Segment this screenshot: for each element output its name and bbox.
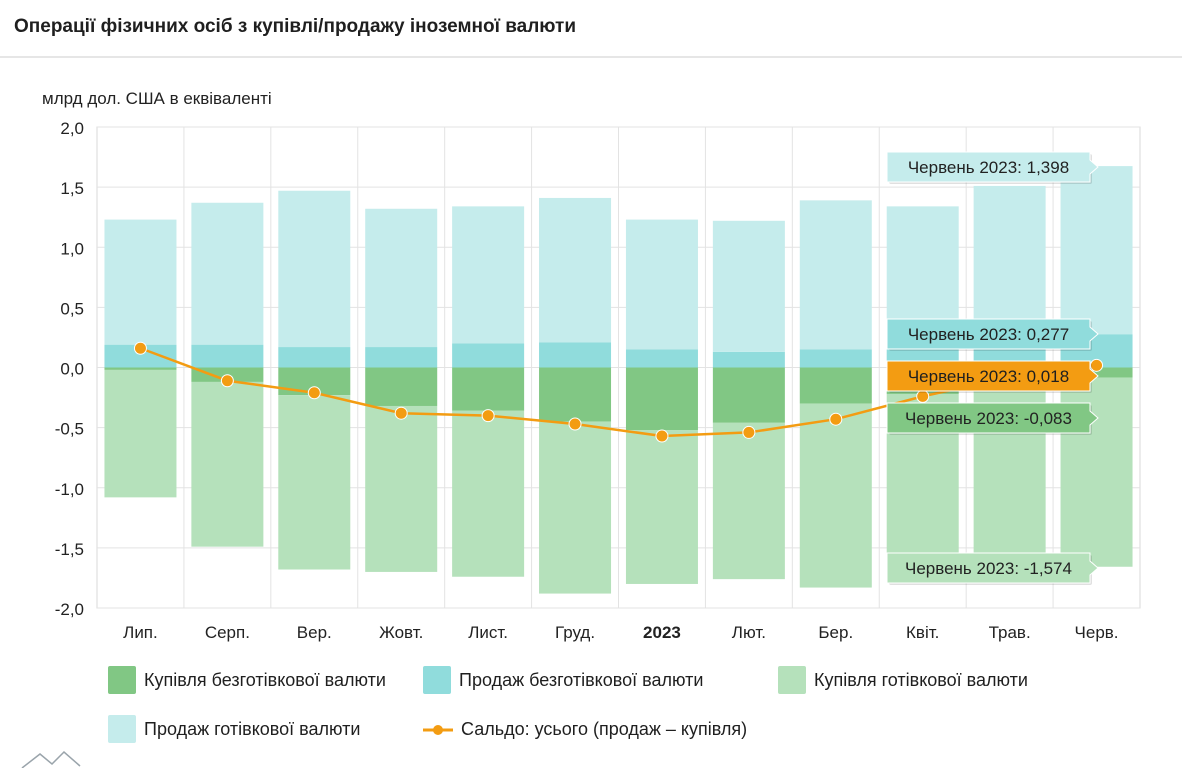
bar-продаж-готівкової-валюти xyxy=(799,200,872,350)
page-title: Операції фізичних осіб з купівлі/продажу… xyxy=(14,16,577,37)
y-tick-label: -1,0 xyxy=(55,480,84,499)
legend-label-buy-cash: Купівля готівкової валюти xyxy=(814,669,1028,690)
y-tick-label: -2,0 xyxy=(55,600,84,619)
bar-продаж-готівкової-валюти xyxy=(625,219,698,350)
tooltip-label: Червень 2023: -1,574 xyxy=(905,559,1072,578)
balance-point xyxy=(829,412,843,426)
tooltip-label: Червень 2023: -0,083 xyxy=(905,409,1072,428)
balance-point xyxy=(742,425,756,439)
legend-item-sell-cash[interactable]: Продаж готівкової валюти xyxy=(108,715,360,743)
legend-swatch-sell-cash xyxy=(108,715,136,743)
bar-купівля-готівкової-валюти xyxy=(452,410,525,577)
legend-label-balance: Сальдо: усього (продаж – купівля) xyxy=(461,719,748,739)
balance-point xyxy=(394,406,408,420)
bar-продаж-безготівкової-валюти xyxy=(104,344,177,368)
bar-купівля-готівкової-валюти xyxy=(191,381,264,547)
y-tick-label: -0,5 xyxy=(55,420,84,439)
balance-point xyxy=(1090,358,1104,372)
tooltip-box xyxy=(886,318,1099,350)
legend-line-icon xyxy=(423,724,453,735)
legend-swatch-buy-cashless xyxy=(108,666,136,694)
bar-продаж-безготівкової-валюти xyxy=(278,347,351,368)
tooltip-box xyxy=(886,402,1099,434)
y-tick-label: -1,5 xyxy=(55,540,84,559)
mountain-logo-icon xyxy=(21,750,81,768)
bar-продаж-безготівкової-валюти xyxy=(365,347,438,368)
tooltip-label: Червень 2023: 0,277 xyxy=(908,325,1069,344)
x-tick-label: Лип. xyxy=(123,623,158,642)
bar-продаж-безготівкової-валюти xyxy=(191,344,264,368)
legend-label-sell-cash: Продаж готівкової валюти xyxy=(144,718,361,739)
bar-купівля-безготівкової-валюти xyxy=(452,367,525,411)
bar-купівля-готівкової-валюти xyxy=(799,403,872,588)
bar-продаж-готівкової-валюти xyxy=(973,185,1046,338)
bar-купівля-готівкової-валюти xyxy=(104,369,177,498)
x-tick-label: Квіт. xyxy=(906,623,939,642)
x-tick-label: Лист. xyxy=(468,623,508,642)
x-tick-label: Черв. xyxy=(1075,623,1119,642)
tooltip-box xyxy=(886,552,1099,584)
legend-item-buy-cashless[interactable]: Купівля безготівкової валюти xyxy=(108,666,386,694)
bar-продаж-готівкової-валюти xyxy=(712,220,785,352)
balance-point xyxy=(568,417,582,431)
x-tick-label: Жовт. xyxy=(379,623,423,642)
bar-купівля-безготівкової-валюти xyxy=(365,367,438,406)
tooltip-label: Червень 2023: 0,018 xyxy=(908,367,1069,386)
legend-label-sell-cashless: Продаж безготівкової валюти xyxy=(459,669,704,690)
bar-купівля-готівкової-валюти xyxy=(712,422,785,580)
bar-продаж-готівкової-валюти xyxy=(278,190,351,348)
x-tick-label: Вер. xyxy=(297,623,332,642)
chart-header: Операції фізичних осіб з купівлі/продажу… xyxy=(0,0,1182,58)
bar-продаж-готівкової-валюти xyxy=(191,202,264,345)
balance-point xyxy=(307,386,321,400)
legend-swatch-sell-cashless xyxy=(423,666,451,694)
bar-продаж-готівкової-валюти xyxy=(1060,166,1133,335)
x-tick-label: Груд. xyxy=(555,623,595,642)
balance-line xyxy=(140,347,1097,438)
bar-продаж-готівкової-валюти xyxy=(104,219,177,345)
bar-купівля-безготівкової-валюти xyxy=(539,367,612,422)
x-tick-label: 2023 xyxy=(643,623,681,642)
x-tick-label: Лют. xyxy=(732,623,766,642)
bar-купівля-безготівкової-валюти xyxy=(799,367,872,404)
bar-купівля-безготівкової-валюти xyxy=(625,367,698,431)
bar-купівля-безготівкової-валюти xyxy=(104,367,177,370)
bar-продаж-готівкової-валюти xyxy=(365,208,438,348)
x-tick-label: Серп. xyxy=(205,623,250,642)
tooltip-box xyxy=(886,360,1099,392)
bar-купівля-готівкової-валюти xyxy=(539,421,612,594)
bar-купівля-готівкової-валюти xyxy=(625,430,698,584)
bar-продаж-готівкової-валюти xyxy=(539,197,612,343)
balance-point xyxy=(220,374,234,388)
x-tick-label: Бер. xyxy=(818,623,853,642)
y-axis-label: млрд дол. США в еквіваленті xyxy=(42,89,272,108)
bar-продаж-готівкової-валюти xyxy=(452,206,525,344)
legend-label-buy-cashless: Купівля безготівкової валюти xyxy=(144,669,386,690)
balance-point xyxy=(655,429,669,443)
balance-point xyxy=(481,409,495,423)
bar-продаж-безготівкової-валюти xyxy=(452,343,525,368)
bar-купівля-готівкової-валюти xyxy=(365,405,438,572)
bar-продаж-безготівкової-валюти xyxy=(625,349,698,368)
bar-купівля-безготівкової-валюти xyxy=(1060,367,1133,378)
y-tick-label: 1,0 xyxy=(60,239,84,258)
y-tick-label: 2,0 xyxy=(60,119,84,138)
bar-продаж-безготівкової-валюти xyxy=(539,342,612,368)
bar-продаж-безготівкової-валюти xyxy=(799,349,872,368)
y-tick-label: 0,0 xyxy=(60,360,84,379)
x-tick-label: Трав. xyxy=(989,623,1031,642)
legend-swatch-buy-cash xyxy=(778,666,806,694)
balance-point xyxy=(133,341,147,355)
legend-item-balance[interactable]: Сальдо: усього (продаж – купівля) xyxy=(423,719,747,740)
y-tick-label: 1,5 xyxy=(60,179,84,198)
bar-купівля-безготівкової-валюти xyxy=(712,367,785,423)
bar-продаж-безготівкової-валюти xyxy=(712,351,785,368)
tooltip-label: Червень 2023: 1,398 xyxy=(908,158,1069,177)
legend-item-buy-cash[interactable]: Купівля готівкової валюти xyxy=(778,666,1028,694)
y-tick-label: 0,5 xyxy=(60,299,84,318)
bar-купівля-готівкової-валюти xyxy=(278,395,351,570)
tooltip-box xyxy=(886,151,1099,183)
legend-item-sell-cashless[interactable]: Продаж безготівкової валюти xyxy=(423,666,703,694)
